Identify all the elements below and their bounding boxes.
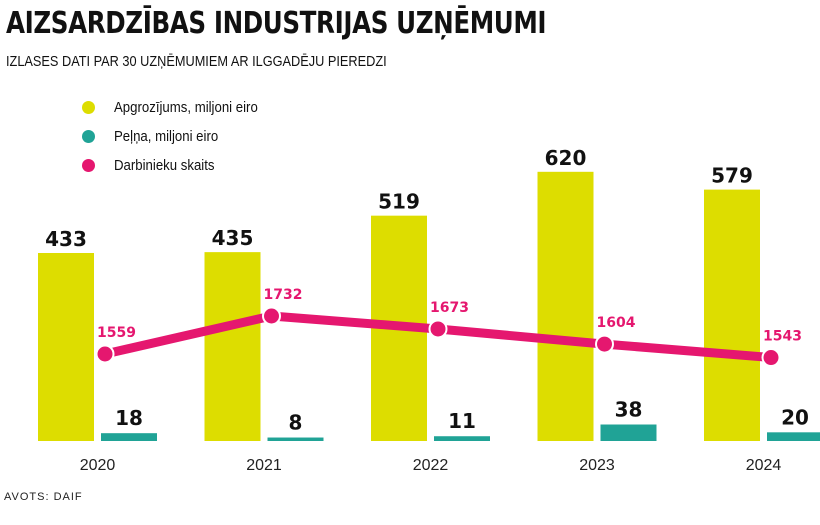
x-tick-label-2024: 2024	[746, 457, 782, 474]
x-tick-label-2021: 2021	[246, 457, 282, 474]
chart-subtitle: IZLASES DATI PAR 30 UZŅĒMUMIEM AR ILGGAD…	[6, 53, 387, 70]
legend-item-employees: Darbinieku skaits	[82, 151, 277, 180]
data-label-profit-2023: 38	[615, 398, 643, 422]
legend-label-profit: Peļņa, miljoni eiro	[114, 128, 219, 145]
bar-profit-2023	[600, 424, 657, 441]
data-label-employees-2021: 1732	[264, 287, 303, 303]
data-label-profit-2021: 8	[289, 411, 303, 435]
legend-swatch-profit	[82, 130, 95, 143]
data-label-revenue-2020: 433	[45, 227, 87, 251]
bar-profit-2021	[267, 437, 324, 441]
bar-revenue-2024	[704, 189, 760, 441]
bar-profit-2020	[101, 433, 157, 441]
x-tick-label-2023: 2023	[579, 457, 615, 474]
point-employees-2024	[761, 348, 781, 368]
legend: Apgrozījums, miljoni eiro Peļņa, miljoni…	[82, 93, 277, 180]
data-label-employees-2023: 1604	[597, 315, 636, 331]
point-employees-2020	[95, 344, 115, 364]
data-label-revenue-2023: 620	[545, 146, 587, 170]
source-note: AVOTS: DAIF	[4, 491, 83, 503]
bar-revenue-2021	[204, 252, 261, 441]
point-employees-2022	[428, 319, 448, 339]
data-label-employees-2020: 1559	[97, 325, 136, 341]
legend-label-employees: Darbinieku skaits	[114, 157, 215, 174]
x-tick-label-2020: 2020	[80, 457, 116, 474]
data-label-profit-2020: 18	[115, 406, 143, 430]
data-label-profit-2024: 20	[781, 405, 809, 429]
data-label-employees-2024: 1543	[763, 329, 802, 345]
data-label-revenue-2024: 579	[711, 164, 753, 188]
data-label-revenue-2021: 435	[212, 226, 254, 250]
data-label-profit-2022: 11	[448, 409, 476, 433]
legend-item-profit: Peļņa, miljoni eiro	[82, 122, 277, 151]
legend-item-revenue: Apgrozījums, miljoni eiro	[82, 93, 277, 122]
legend-swatch-employees	[82, 159, 95, 172]
bar-revenue-2023	[537, 171, 594, 441]
legend-swatch-revenue	[82, 101, 95, 114]
chart-title: AIZSARDZĪBAS INDUSTRIJAS UZŅĒMUMI	[6, 6, 547, 41]
legend-label-revenue: Apgrozījums, miljoni eiro	[114, 99, 258, 116]
bar-profit-2024	[767, 432, 820, 441]
bar-revenue-2020	[38, 253, 94, 441]
data-label-employees-2022: 1673	[430, 300, 469, 316]
x-tick-label-2022: 2022	[413, 457, 449, 474]
point-employees-2021	[262, 306, 281, 326]
bar-profit-2022	[434, 436, 490, 441]
data-label-revenue-2022: 519	[378, 190, 420, 214]
point-employees-2023	[595, 334, 614, 354]
